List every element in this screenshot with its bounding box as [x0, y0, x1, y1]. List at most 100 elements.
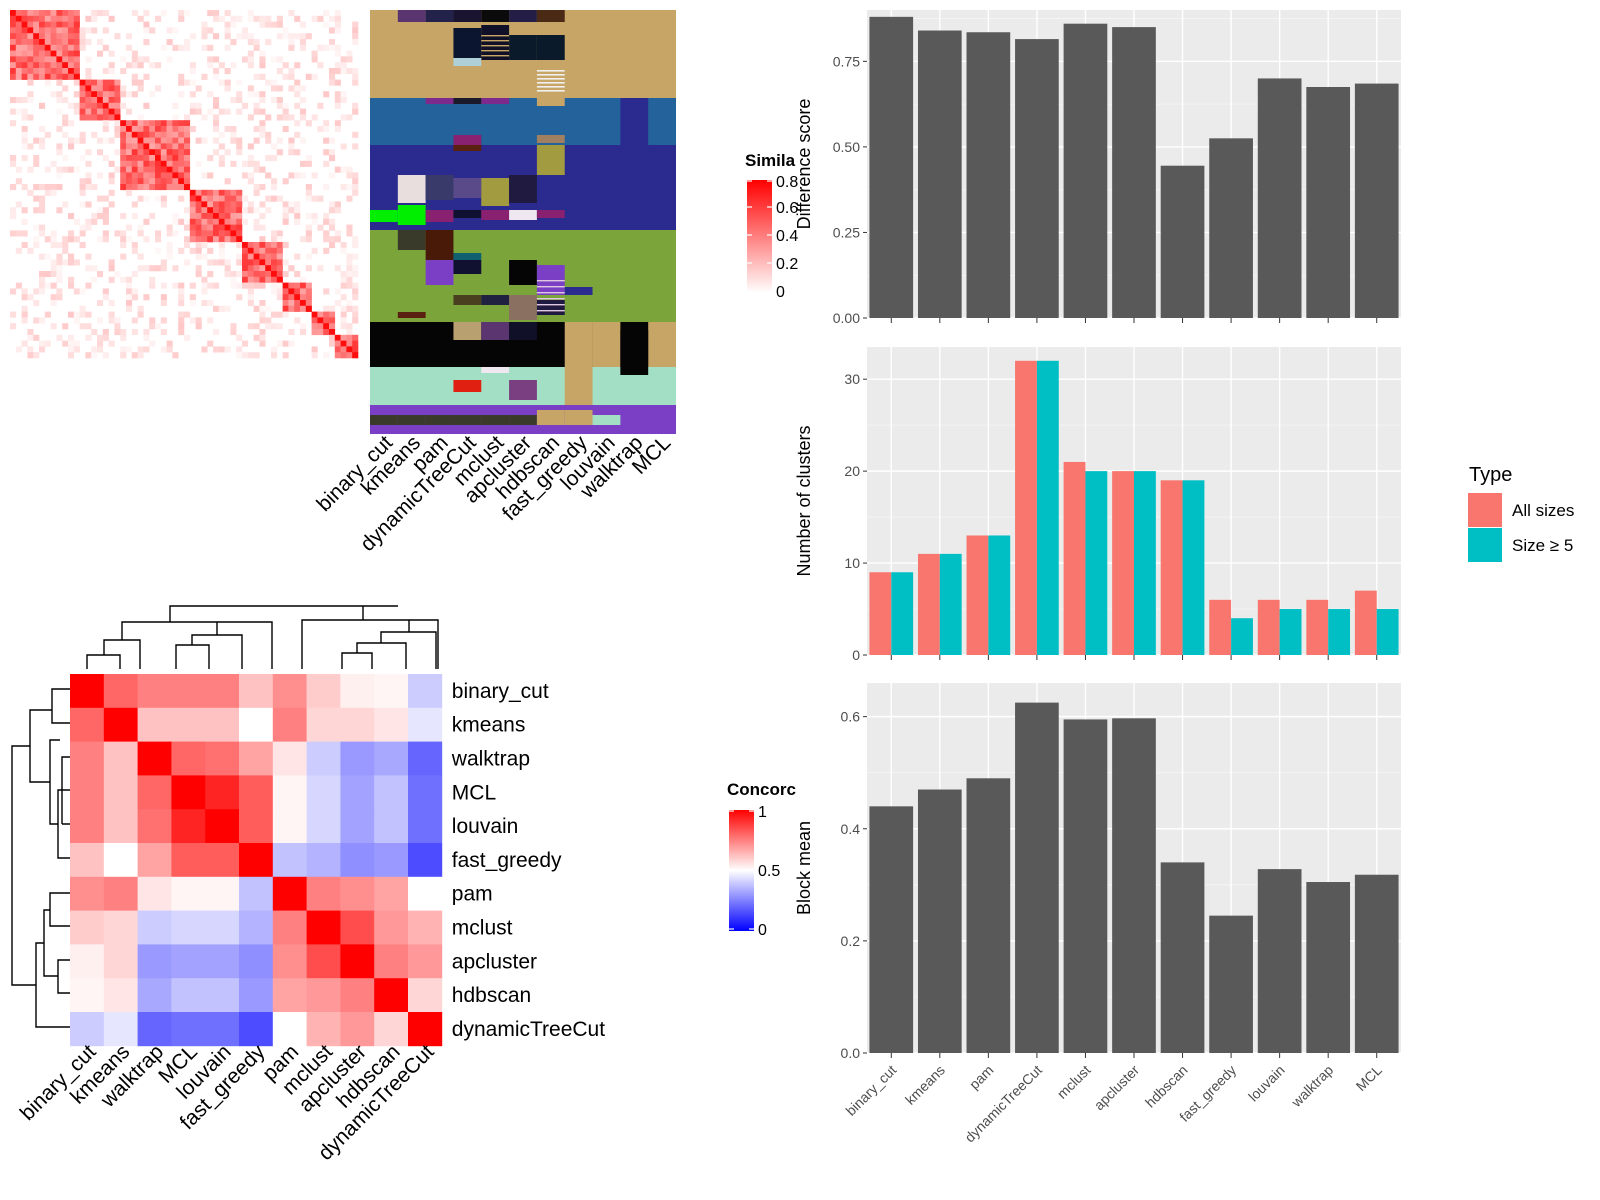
similarity-cell [259, 56, 266, 63]
similarity-cell [73, 27, 80, 34]
similarity-cell [97, 91, 104, 98]
similarity-cell [15, 247, 22, 254]
concordance-row-label: pam [452, 883, 493, 906]
similarity-cell [218, 236, 225, 243]
similarity-cell [114, 120, 121, 127]
x-tick-label: MCL [1353, 1062, 1385, 1094]
similarity-cell [207, 236, 214, 243]
cluster-stripe [481, 55, 510, 57]
similarity-cell [39, 253, 46, 260]
similarity-cell [102, 126, 109, 133]
similarity-cell [294, 79, 301, 86]
similarity-cell [340, 276, 347, 283]
similarity-cell [247, 56, 254, 63]
similarity-cell [10, 21, 17, 28]
similarity-cell [218, 160, 225, 167]
similarity-cell [114, 79, 121, 86]
type-legend-title: Type [1469, 464, 1512, 486]
similarity-cell [218, 213, 225, 220]
similarity-cell [352, 294, 359, 301]
similarity-cell [346, 166, 353, 173]
similarity-cell [120, 160, 127, 167]
similarity-cell [253, 218, 260, 225]
similarity-cell [184, 126, 191, 133]
cluster-patch [509, 415, 537, 425]
similarity-cell [21, 56, 28, 63]
similarity-cell [329, 155, 336, 162]
bar-all-sizes [1160, 480, 1183, 655]
similarity-cell [189, 282, 196, 289]
similarity-cell [253, 352, 260, 359]
similarity-cell [323, 247, 330, 254]
similarity-cell [178, 247, 185, 254]
similarity-cell [10, 10, 17, 17]
similarity-cell [68, 137, 75, 144]
similarity-cell [56, 143, 63, 150]
similarity-cell [352, 340, 359, 347]
similarity-cell [85, 114, 92, 121]
similarity-cell [230, 131, 237, 138]
similarity-cell [311, 213, 318, 220]
similarity-cell [108, 15, 115, 22]
similarity-cell [39, 184, 46, 191]
similarity-cell [126, 172, 133, 179]
similarity-cell [253, 44, 260, 51]
similarity-cell [68, 346, 75, 353]
similarity-cell [195, 236, 202, 243]
similarity-cell [155, 160, 162, 167]
similarity-cell [236, 346, 243, 353]
similarity-cell [97, 108, 104, 115]
bar-size-ge5 [1036, 360, 1059, 655]
cluster-patch [453, 28, 482, 58]
similarity-cell [108, 50, 115, 57]
cluster-stripe [481, 40, 510, 42]
cluster-patch [453, 380, 482, 392]
similarity-cell [15, 166, 22, 173]
similarity-cell [68, 143, 75, 150]
similarity-cell [137, 15, 144, 22]
similarity-cell [39, 346, 46, 353]
similarity-cell [178, 160, 185, 167]
cluster-patch [536, 98, 565, 106]
similarity-cell [85, 224, 92, 231]
similarity-cell [21, 207, 28, 214]
similarity-cell [172, 149, 179, 156]
concordance-row-label: louvain [452, 815, 519, 838]
similarity-cell [120, 236, 127, 243]
similarity-cell [79, 33, 86, 40]
concordance-cell [70, 876, 105, 911]
similarity-cell [218, 207, 225, 214]
similarity-cell [213, 201, 220, 208]
concordance-cell [205, 1012, 240, 1047]
concordance-cell [103, 674, 138, 709]
concordance-cell [171, 1012, 206, 1047]
similarity-cell [97, 97, 104, 104]
similarity-cell [242, 172, 249, 179]
similarity-cell [79, 44, 86, 51]
similarity-cell [126, 33, 133, 40]
similarity-cell [282, 126, 289, 133]
similarity-cell [213, 126, 220, 133]
similarity-cell [207, 282, 214, 289]
similarity-cell [184, 224, 191, 231]
similarity-cell [282, 242, 289, 249]
concordance-cell [306, 1012, 341, 1047]
similarity-cell [39, 195, 46, 202]
similarity-cell [346, 265, 353, 272]
similarity-cell [10, 207, 17, 214]
similarity-cell [300, 21, 307, 28]
similarity-cell [21, 21, 28, 28]
concordance-cell [70, 809, 105, 844]
similarity-cell [39, 102, 46, 109]
similarity-cell [50, 56, 57, 63]
cluster-patch [425, 175, 454, 200]
bar-size-ge5 [1231, 618, 1253, 655]
x-tick-label: binary_cut [842, 1062, 899, 1119]
similarity-cell [311, 195, 318, 202]
similarity-cell [27, 143, 34, 150]
similarity-cell [340, 184, 347, 191]
similarity-cell [10, 39, 17, 46]
similarity-cell [155, 247, 162, 254]
similarity-cell [143, 294, 150, 301]
bar-all-sizes [1112, 471, 1134, 655]
